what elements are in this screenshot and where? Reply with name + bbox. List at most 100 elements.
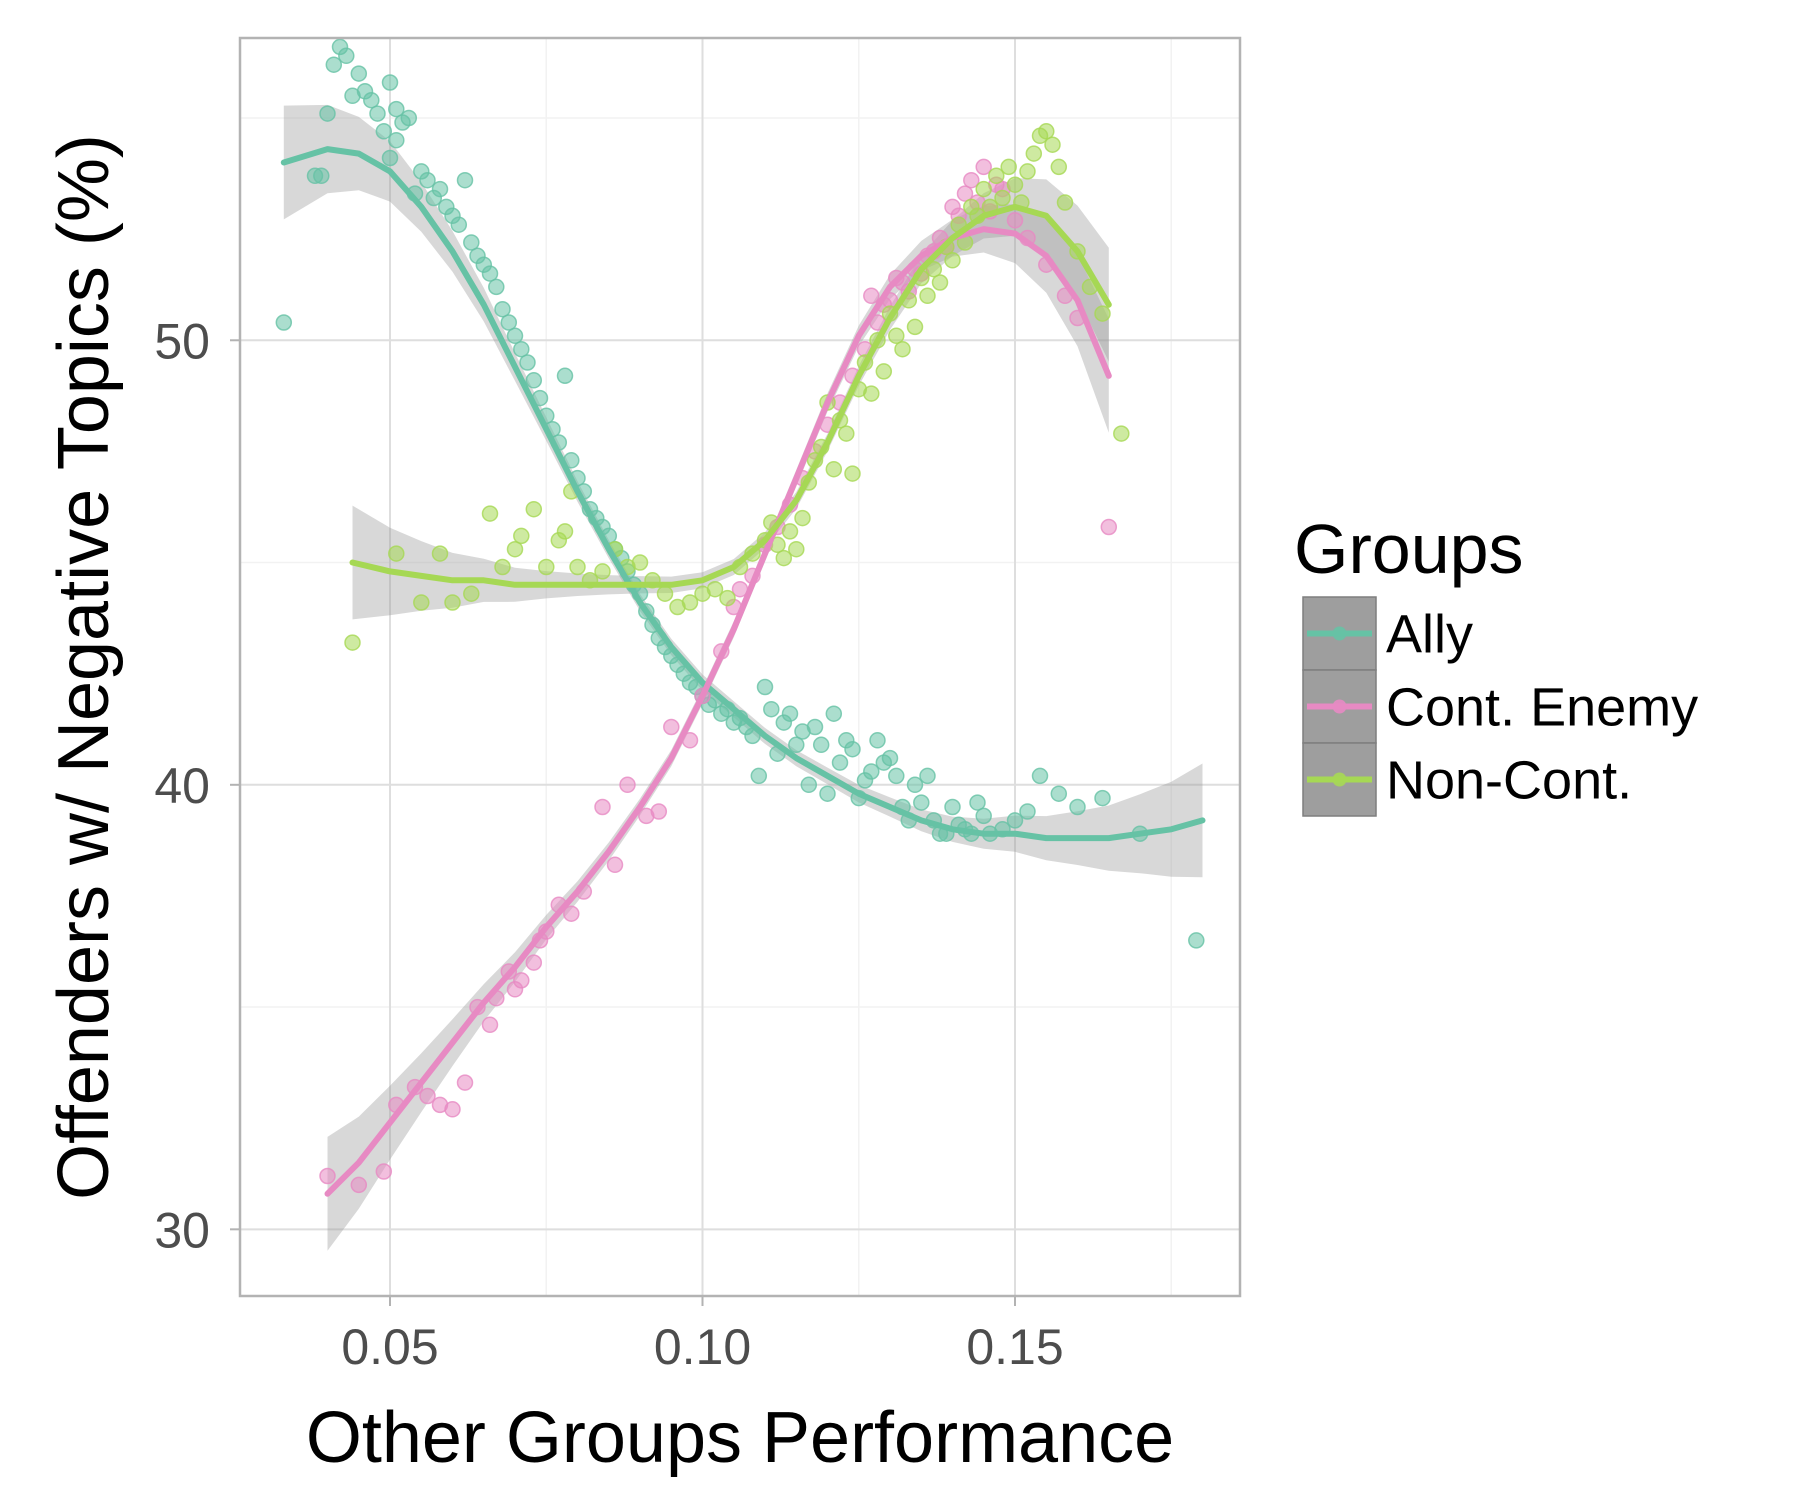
ally-point xyxy=(381,149,399,167)
ally-point xyxy=(369,105,386,122)
non-cont-point xyxy=(894,340,911,358)
ally-point xyxy=(819,785,836,802)
ally-point xyxy=(806,718,824,736)
cont-enemy-point xyxy=(975,158,992,176)
non-cont-point xyxy=(631,554,649,571)
ally-point xyxy=(844,740,861,758)
ally-point xyxy=(788,736,805,754)
non-cont-point xyxy=(388,545,405,562)
ally-point xyxy=(1006,812,1024,829)
ally-point xyxy=(338,47,355,65)
non-cont-point xyxy=(906,318,924,336)
non-cont-point xyxy=(1038,123,1055,140)
non-cont-point xyxy=(594,563,611,580)
non-cont-point xyxy=(844,465,861,482)
ally-point xyxy=(1019,803,1036,820)
ally-point xyxy=(388,131,405,149)
legend-item-non-cont: Non-Cont. xyxy=(1302,742,1632,817)
non-cont-point xyxy=(794,509,811,527)
y-axis-title: Offenders w/ Negative Topics (%) xyxy=(44,134,124,1200)
non-cont-point xyxy=(513,527,530,545)
ally-point xyxy=(812,736,830,754)
non-cont-point xyxy=(1056,194,1074,211)
ally-point xyxy=(506,327,524,345)
ally-point xyxy=(750,767,768,785)
non-cont-point xyxy=(413,594,430,611)
ally-point xyxy=(381,74,399,91)
ally-point xyxy=(881,749,899,767)
legend-key-point-non-cont xyxy=(1332,772,1347,787)
ally-point xyxy=(763,700,780,718)
non-cont-point xyxy=(975,180,992,198)
non-cont-point xyxy=(838,425,855,442)
non-cont-point xyxy=(463,585,480,602)
non-cont-point xyxy=(1025,145,1043,162)
non-cont-point xyxy=(1019,163,1036,180)
non-cont-point xyxy=(656,585,674,602)
minor-grid xyxy=(240,38,1240,1296)
legend-item-ally: Ally xyxy=(1302,596,1473,671)
ally-point xyxy=(463,234,480,251)
legend-item-cont-enemy: Cont. Enemy xyxy=(1302,669,1698,744)
ally-point xyxy=(1094,789,1111,807)
cont-enemy-point xyxy=(319,1167,336,1185)
non-cont-point xyxy=(994,189,1011,207)
ally-point xyxy=(781,705,799,722)
non-cont-point xyxy=(681,594,699,611)
non-cont-point xyxy=(431,545,449,562)
ally-point xyxy=(831,754,849,771)
ally-point xyxy=(825,705,843,722)
x-axis: 0.05 0.10 0.15 xyxy=(341,1296,1064,1375)
ally-point xyxy=(1188,932,1205,949)
non-cont-point xyxy=(988,167,1005,185)
non-cont-point xyxy=(1044,136,1061,153)
non-cont-point xyxy=(919,287,936,305)
ally-point xyxy=(906,776,924,794)
non-cont-point xyxy=(1094,305,1111,322)
cont-enemy-point xyxy=(650,803,668,820)
non-cont-point xyxy=(569,558,586,576)
ally-point xyxy=(500,314,518,331)
y-tick-label: 40 xyxy=(154,758,210,814)
cont-enemy-point xyxy=(444,1101,461,1118)
non-cont-point xyxy=(1000,158,1017,176)
non-cont-point xyxy=(1050,158,1068,176)
plot-panel xyxy=(238,36,1242,1298)
x-axis-title: Other Groups Performance xyxy=(306,1398,1174,1478)
non-cont-point xyxy=(494,558,511,576)
ally-point xyxy=(919,767,936,785)
cont-enemy-point xyxy=(1006,212,1024,229)
y-tick-label: 30 xyxy=(154,1202,210,1258)
data-points xyxy=(275,38,1205,1194)
cont-enemy-point xyxy=(375,1163,393,1180)
cont-enemy-point xyxy=(956,185,974,202)
ally-point xyxy=(494,300,511,318)
cont-enemy-point xyxy=(525,954,543,971)
cont-enemy-point xyxy=(606,856,624,874)
legend-key-point-ally xyxy=(1332,626,1347,641)
ally-point xyxy=(513,340,530,358)
cont-enemy-point xyxy=(963,171,980,189)
cont-enemy-point xyxy=(594,798,611,816)
legend: Groups Ally Cont. Enemy Non-Cont. xyxy=(1294,510,1698,817)
ally-point xyxy=(400,109,418,127)
non-cont-point xyxy=(706,580,724,598)
ally-point xyxy=(325,56,343,73)
non-cont-point xyxy=(538,558,555,576)
non-cont-point xyxy=(525,500,543,518)
y-axis: 30 40 50 xyxy=(154,313,240,1258)
ally-point xyxy=(944,798,961,816)
legend-label-ally: Ally xyxy=(1386,605,1473,665)
y-tick-label: 50 xyxy=(154,313,210,369)
cont-enemy-point xyxy=(481,1016,499,1034)
legend-key-point-cont-enemy xyxy=(1332,699,1347,714)
non-cont-point xyxy=(875,363,893,380)
x-tick-label: 0.10 xyxy=(654,1319,751,1375)
non-cont-point xyxy=(931,274,949,291)
ally-point xyxy=(419,171,436,189)
non-cont-point xyxy=(788,540,805,558)
ally-point xyxy=(863,763,880,780)
ally-point xyxy=(388,100,405,118)
ally-point xyxy=(519,354,536,371)
